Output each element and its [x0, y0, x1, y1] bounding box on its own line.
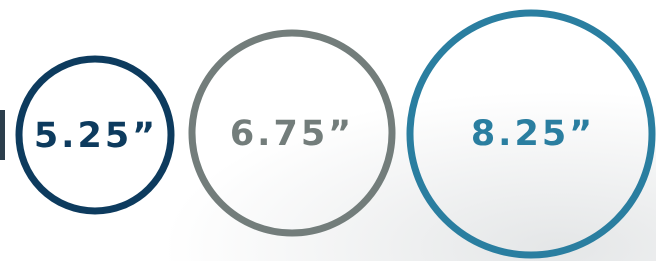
- edge-bar: [0, 110, 5, 160]
- size-label: 6.75”: [230, 114, 354, 154]
- size-label: 5.25”: [34, 116, 158, 156]
- page: 5.25” 6.75” 8.25” (() => { const data = …: [0, 0, 656, 261]
- size-graphic: 5.25” 6.75” 8.25”: [0, 0, 656, 261]
- size-label: 8.25”: [471, 114, 595, 154]
